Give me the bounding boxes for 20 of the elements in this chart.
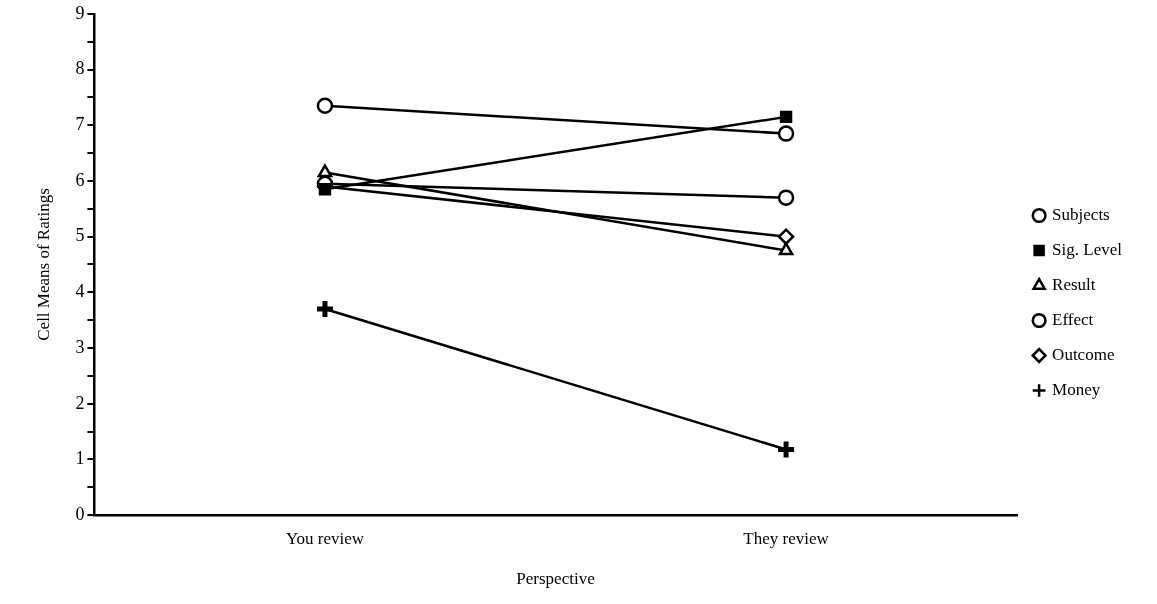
x-axis-title: Perspective bbox=[516, 569, 595, 589]
y-tick-label: 5 bbox=[75, 225, 85, 246]
y-axis-title: Cell Means of Ratings bbox=[33, 188, 53, 341]
y-tick-label: 0 bbox=[75, 503, 85, 524]
legend-label: Result bbox=[1052, 274, 1096, 294]
y-tick-label: 4 bbox=[75, 281, 85, 302]
y-tick-label: 9 bbox=[75, 2, 85, 23]
x-tick-label: You review bbox=[285, 528, 365, 548]
y-tick-label: 3 bbox=[75, 336, 85, 357]
y-tick-label: 7 bbox=[75, 113, 85, 134]
legend-label: Sig. Level bbox=[1052, 239, 1123, 259]
y-tick-label: 2 bbox=[75, 392, 85, 413]
legend-label: Subjects bbox=[1052, 204, 1110, 224]
legend-label: Money bbox=[1052, 379, 1101, 399]
y-tick-label: 1 bbox=[75, 448, 85, 469]
x-tick-label: They review bbox=[743, 528, 830, 548]
legend-label: Outcome bbox=[1052, 344, 1115, 364]
y-tick-label: 8 bbox=[75, 58, 85, 79]
legend-label: Effect bbox=[1052, 309, 1094, 329]
y-tick-label: 6 bbox=[75, 169, 85, 190]
